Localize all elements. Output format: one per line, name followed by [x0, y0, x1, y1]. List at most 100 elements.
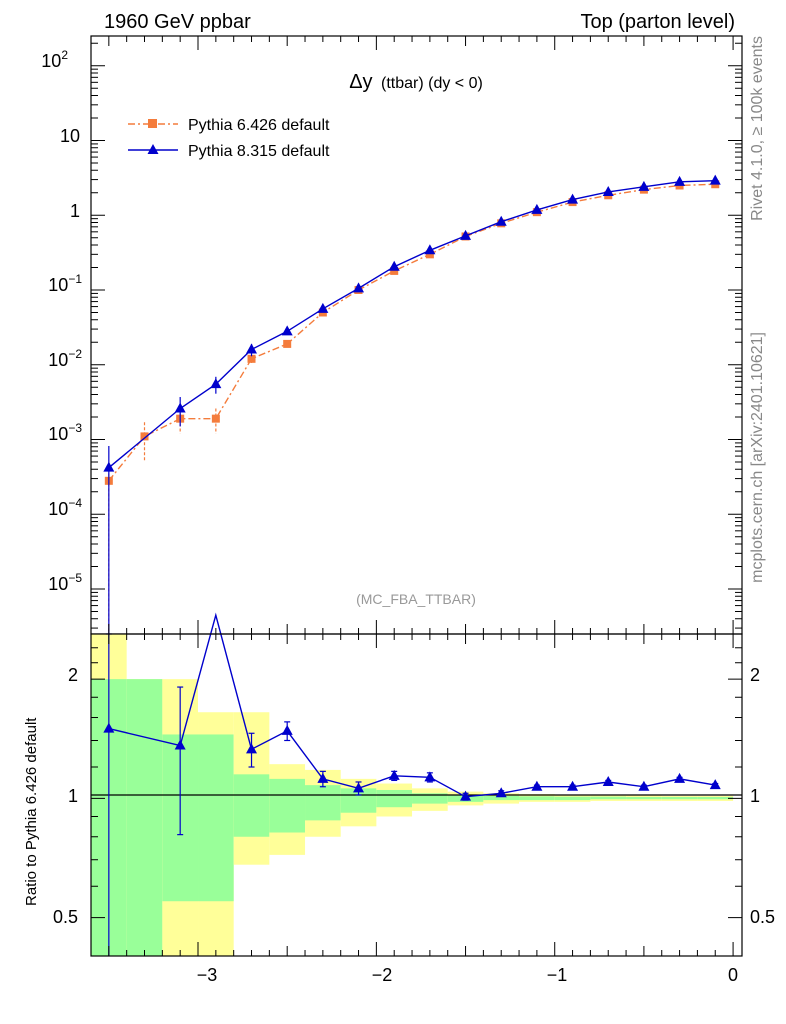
- ratio-marker: [495, 787, 507, 798]
- ratio-marker: [174, 739, 186, 750]
- ytick-1e-2-exp: −2: [68, 347, 82, 361]
- ratio-marker: [317, 772, 329, 783]
- marker-pythia8: [709, 174, 721, 185]
- ytick-label-1e-5: 10−5: [48, 571, 82, 594]
- ratio-ytick-right-0.5: 0.5: [750, 907, 775, 927]
- ratio-marker: [103, 722, 115, 733]
- xtick-labels: −3 −2 −1 0: [197, 965, 738, 985]
- main-ytick-labels: 102 10 1 10−1 10−2 10−3 10−4 10−5: [41, 48, 82, 594]
- ratio-ytick-labels-right: 2 1 0.5: [750, 665, 775, 927]
- main-series-layer: [103, 174, 721, 634]
- ytick-1e-4-exp: −4: [68, 496, 82, 510]
- ytick-1e-1-base: 10: [48, 275, 68, 295]
- marker-pythia8: [674, 175, 686, 186]
- ratio-marker: [638, 780, 650, 791]
- marker-pythia8: [460, 229, 472, 240]
- marker-pythia6: [390, 266, 399, 275]
- legend-label-pythia8: Pythia 8.315 default: [188, 143, 330, 160]
- band-green-bin: [554, 796, 591, 801]
- ratio-marker: [531, 780, 543, 791]
- ratio-marker: [246, 743, 258, 754]
- ytick-1e-1-exp: −1: [68, 272, 82, 286]
- marker-pythia8: [210, 378, 222, 389]
- ratio-ytick-left-2: 2: [68, 665, 78, 685]
- ytick-1e-3-exp: −3: [68, 421, 82, 435]
- legend-label-pythia6: Pythia 6.426 default: [188, 117, 330, 134]
- ytick-1e-4-base: 10: [48, 499, 68, 519]
- marker-pythia8: [424, 244, 436, 255]
- band-green-bin: [233, 774, 270, 837]
- marker-pythia8: [602, 185, 614, 196]
- ytick-label-1: 1: [70, 201, 80, 221]
- xtick-label-m3: −3: [197, 965, 218, 985]
- band-green-bin: [126, 679, 163, 956]
- ratio-ytick-left-1: 1: [68, 786, 78, 806]
- main-title-sub: (ttbar) (dy < 0): [381, 75, 483, 92]
- watermark: (MC_FBA_TTBAR): [356, 591, 476, 607]
- marker-pythia6: [425, 250, 434, 259]
- band-green-bin: [269, 778, 306, 833]
- band-green-bin: [412, 793, 448, 804]
- main-ticks-layer: [90, 36, 742, 634]
- marker-pythia8: [388, 260, 400, 271]
- marker-pythia6: [283, 339, 292, 348]
- band-green-bin: [697, 797, 734, 800]
- band-green-bin: [626, 797, 662, 800]
- marker-pythia8: [531, 203, 543, 214]
- marker-pythia8: [638, 180, 650, 191]
- ytick-1e2-exp: 2: [61, 48, 68, 62]
- marker-pythia8: [567, 193, 579, 204]
- legend-entry-pythia8: Pythia 8.315 default: [128, 143, 330, 160]
- ytick-label-1e2: 102: [41, 48, 68, 71]
- side-label-rivet: Rivet 4.1.0, ≥ 100k events: [749, 36, 766, 221]
- ytick-label-1e-1: 10−1: [48, 272, 82, 295]
- ytick-label-10: 10: [60, 126, 80, 146]
- band-green-bin: [198, 734, 234, 902]
- ratio-marker: [424, 771, 436, 782]
- ratio-panel: Ratio to Pythia 6.426 default 2 1 0.5 2 …: [23, 612, 775, 985]
- ratio-ticks-layer: [90, 634, 742, 957]
- marker-pythia8: [103, 461, 115, 472]
- legend: Pythia 6.426 default Pythia 8.315 defaul…: [128, 117, 330, 160]
- ytick-1e-5-exp: −5: [68, 571, 82, 585]
- xtick-label-m2: −2: [372, 965, 393, 985]
- marker-pythia8: [174, 402, 186, 413]
- band-green-bin: [590, 796, 627, 800]
- main-panel: Δy (ttbar) (dy < 0) (MC_FBA_TTBAR) Pythi…: [41, 35, 743, 635]
- ytick-1e-2-base: 10: [48, 350, 68, 370]
- ratio-marker: [460, 790, 472, 801]
- main-title-symbol: Δy: [349, 71, 372, 93]
- marker-pythia8: [246, 343, 258, 354]
- ratio-marker: [709, 779, 721, 790]
- ratio-ytick-right-2: 2: [750, 665, 760, 685]
- marker-pythia6: [140, 432, 149, 441]
- ratio-ytick-right-1: 1: [750, 786, 760, 806]
- band-green-bin: [376, 789, 413, 808]
- ratio-marker: [567, 780, 579, 791]
- ratio-marker: [281, 724, 293, 735]
- ratio-marker: [353, 782, 365, 793]
- marker-pythia6: [247, 354, 256, 363]
- ytick-1e-3-base: 10: [48, 424, 68, 444]
- marker-pythia8: [317, 302, 329, 313]
- ratio-series-layer: [103, 612, 721, 956]
- ratio-ytick-left-0.5: 0.5: [53, 907, 78, 927]
- ytick-1e-5-base: 10: [48, 574, 68, 594]
- header-right: Top (parton level): [580, 11, 735, 33]
- marker-pythia8: [281, 325, 293, 336]
- ratio-marker: [674, 772, 686, 783]
- band-green-bin: [483, 795, 520, 801]
- ratio-frame: [90, 633, 743, 957]
- ratio-marker: [388, 769, 400, 780]
- marker-pythia8: [495, 215, 507, 226]
- legend-entry-pythia6: Pythia 6.426 default: [128, 117, 330, 134]
- legend-marker-pythia8: [147, 144, 159, 154]
- band-green-bin: [519, 796, 555, 801]
- series-line-pythia6: [108, 183, 716, 482]
- xtick-label-m1: −1: [547, 965, 568, 985]
- ytick-label-1e-3: 10−3: [48, 421, 82, 444]
- marker-pythia6: [211, 414, 220, 423]
- xtick-label-0: 0: [728, 965, 738, 985]
- side-label-mcplots: mcplots.cern.ch [arXiv:2401.10621]: [749, 332, 766, 583]
